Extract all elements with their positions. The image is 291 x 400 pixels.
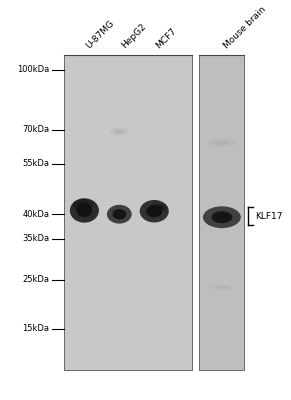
Text: 35kDa: 35kDa [22, 234, 49, 243]
Ellipse shape [107, 205, 132, 224]
Text: 70kDa: 70kDa [22, 125, 49, 134]
Ellipse shape [154, 205, 163, 210]
Bar [64, 55, 192, 370]
Text: 100kDa: 100kDa [17, 65, 49, 74]
Text: KLF17: KLF17 [255, 212, 283, 220]
Ellipse shape [77, 202, 88, 208]
Text: U-87MG: U-87MG [84, 18, 116, 50]
Ellipse shape [114, 129, 125, 134]
Ellipse shape [212, 211, 232, 223]
Ellipse shape [207, 139, 236, 147]
Ellipse shape [203, 206, 241, 228]
Text: MCF7: MCF7 [154, 26, 178, 50]
Bar [199, 55, 244, 370]
Ellipse shape [146, 205, 162, 217]
Text: 40kDa: 40kDa [22, 210, 49, 219]
Text: 25kDa: 25kDa [22, 275, 49, 284]
Ellipse shape [113, 209, 126, 219]
Ellipse shape [215, 286, 228, 289]
Text: HepG2: HepG2 [119, 22, 148, 50]
Ellipse shape [210, 284, 233, 290]
Ellipse shape [70, 198, 99, 223]
Ellipse shape [73, 199, 93, 210]
Ellipse shape [214, 141, 230, 145]
Text: Mouse brain: Mouse brain [222, 4, 267, 50]
Ellipse shape [109, 128, 129, 136]
Text: 55kDa: 55kDa [22, 159, 49, 168]
Ellipse shape [76, 204, 93, 217]
Ellipse shape [150, 203, 167, 212]
Ellipse shape [140, 200, 169, 222]
Text: 15kDa: 15kDa [22, 324, 49, 333]
